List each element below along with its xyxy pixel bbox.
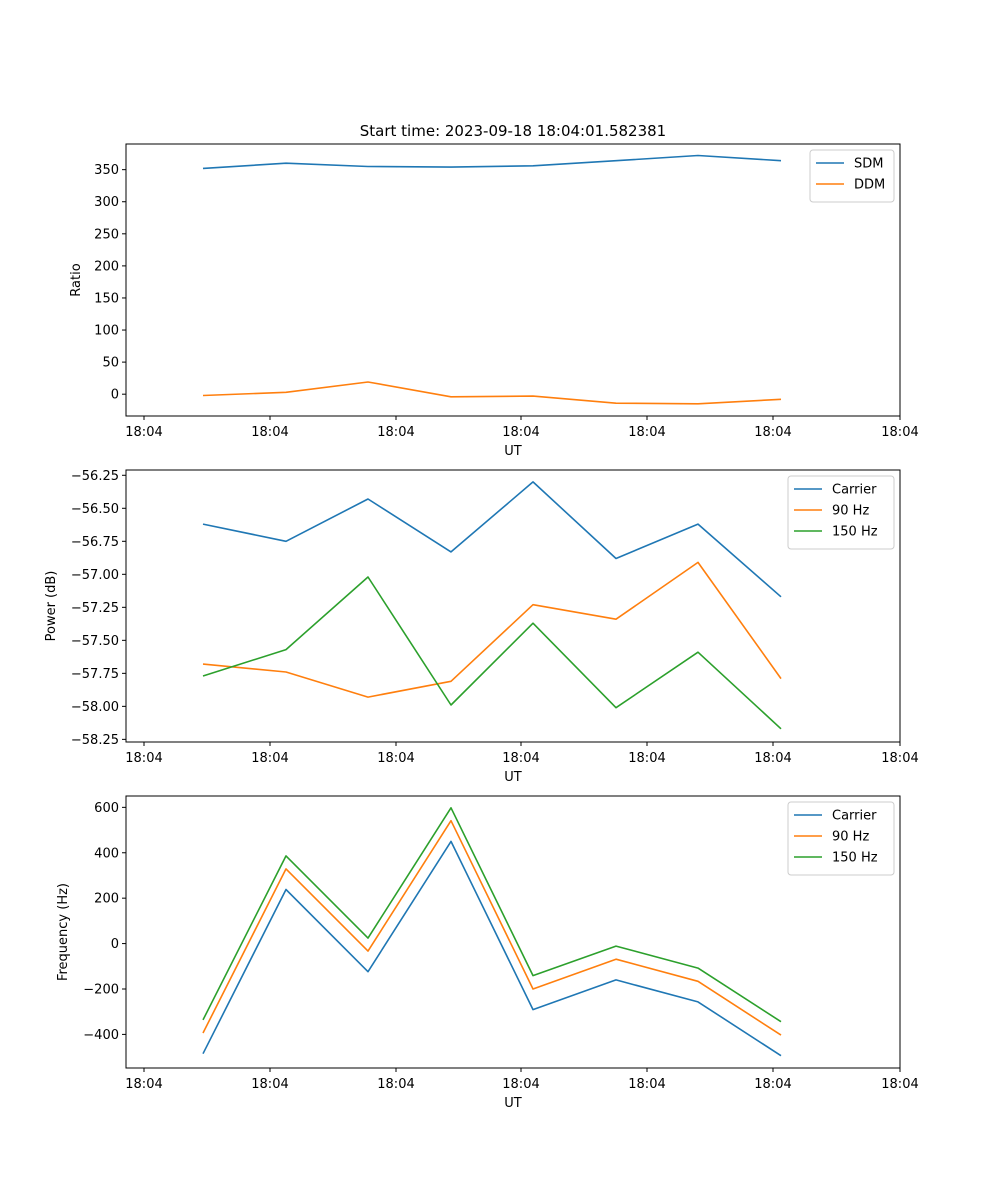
legend: SDM DDM: [809, 149, 895, 203]
x-tick-label: 18:04: [502, 751, 539, 766]
legend-label: Carrier: [832, 483, 877, 498]
x-tick-label: 18:04: [628, 751, 665, 766]
y-tick-label: −58.25: [71, 733, 119, 748]
x-tick-label: 18:04: [125, 751, 162, 766]
y-tick-label: 200: [94, 892, 119, 907]
chart-title: Start time: 2023-09-18 18:04:01.582381: [360, 122, 666, 140]
x-axis-label: UT: [504, 770, 522, 785]
legend: Carrier 90 Hz 150 Hz: [787, 801, 895, 876]
legend-label: DDM: [854, 178, 885, 193]
x-tick-label: 18:04: [377, 425, 414, 440]
y-tick-label: 0: [111, 388, 119, 403]
x-tick-label: 18:04: [628, 1077, 665, 1092]
legend-label: 90 Hz: [832, 830, 869, 845]
x-tick-label: 18:04: [754, 425, 791, 440]
y-tick-label: 50: [102, 356, 119, 371]
y-tick-label: −200: [83, 982, 119, 997]
legend-label: SDM: [854, 157, 883, 172]
series-line-90-hz: [202, 561, 782, 698]
legend-label: Carrier: [832, 809, 877, 824]
x-tick-label: 18:04: [377, 751, 414, 766]
y-tick-label: −58.00: [71, 700, 119, 715]
plot-frame: [125, 143, 901, 417]
chart-panel-1: Start time: 2023-09-18 18:04:01.582381 18…: [69, 122, 919, 459]
series-line-carrier: [202, 840, 782, 1057]
x-tick-label: 18:04: [125, 425, 162, 440]
y-tick-label: 250: [94, 227, 119, 242]
x-axis-label: UT: [504, 444, 522, 459]
y-tick-label: 100: [94, 324, 119, 339]
y-tick-label: −57.25: [71, 601, 119, 616]
plot-frame: [125, 469, 901, 743]
y-tick-label: 600: [94, 801, 119, 816]
y-tick-label: −56.50: [71, 502, 119, 517]
series-line-sdm: [202, 154, 782, 170]
x-tick-label: 18:04: [881, 1077, 918, 1092]
y-axis-label: Frequency (Hz): [56, 883, 71, 981]
y-tick-label: −56.25: [71, 469, 119, 484]
x-tick-label: 18:04: [881, 425, 918, 440]
x-tick-label: 18:04: [881, 751, 918, 766]
x-tick-label: 18:04: [125, 1077, 162, 1092]
x-tick-label: 18:04: [502, 425, 539, 440]
series-line-ddm: [202, 381, 782, 405]
x-tick-label: 18:04: [251, 1077, 288, 1092]
x-tick-label: 18:04: [377, 1077, 414, 1092]
y-tick-label: −57.75: [71, 667, 119, 682]
y-tick-label: 200: [94, 259, 119, 274]
series-line-150-hz: [202, 806, 782, 1023]
x-tick-label: 18:04: [754, 751, 791, 766]
series-line-150-hz: [202, 576, 782, 730]
legend: Carrier 90 Hz 150 Hz: [787, 475, 895, 550]
y-tick-label: −57.00: [71, 568, 119, 583]
y-tick-label: −57.50: [71, 634, 119, 649]
y-tick-label: −56.75: [71, 535, 119, 550]
chart-panel-2: 18:04 18:04 18:04 18:04 18:04 18:04 18:04 −58.2…: [44, 469, 919, 785]
legend-label: 90 Hz: [832, 504, 869, 519]
y-axis-label: Ratio: [69, 263, 84, 296]
x-tick-label: 18:04: [754, 1077, 791, 1092]
y-tick-label: 350: [94, 163, 119, 178]
x-tick-label: 18:04: [628, 425, 665, 440]
y-tick-label: 0: [111, 937, 119, 952]
y-tick-label: 150: [94, 291, 119, 306]
legend-label: 150 Hz: [832, 851, 878, 866]
x-tick-label: 18:04: [502, 1077, 539, 1092]
series-line-90-hz: [202, 819, 782, 1036]
y-tick-label: 400: [94, 846, 119, 861]
x-axis-label: UT: [504, 1096, 522, 1111]
y-tick-label: −400: [83, 1028, 119, 1043]
x-tick-label: 18:04: [251, 425, 288, 440]
plot-frame: [125, 795, 901, 1069]
legend-label: 150 Hz: [832, 525, 878, 540]
x-tick-label: 18:04: [251, 751, 288, 766]
y-tick-label: 300: [94, 195, 119, 210]
series-line-carrier: [202, 481, 782, 598]
y-axis-label: Power (dB): [44, 571, 59, 642]
chart-panel-3: 18:04 18:04 18:04 18:04 18:04 18:04 18:04 −400 −…: [56, 795, 919, 1111]
